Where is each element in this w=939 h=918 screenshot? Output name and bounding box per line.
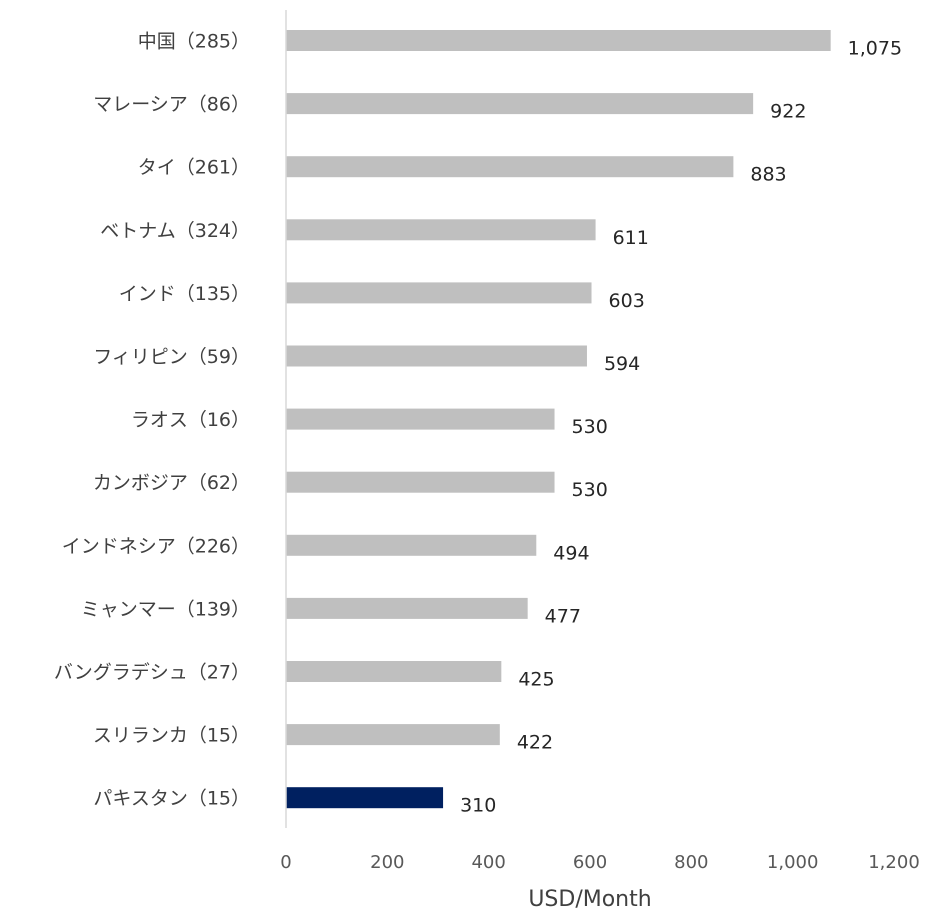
x-tick-labels-group: 0 200 400 600 800 1,000 1,200 — [280, 852, 919, 873]
value-label: 883 — [750, 164, 786, 186]
value-label: 422 — [517, 732, 553, 754]
x-tick-label: 0 — [280, 852, 291, 873]
category-label: ベトナム（324） — [100, 220, 250, 242]
x-tick-label: 1,200 — [868, 852, 920, 873]
value-labels-group: 1,075 922 883 611 603 594 530 530 494 477 425 422 31… — [460, 38, 902, 817]
category-label: スリランカ（15） — [93, 725, 250, 747]
value-label: 603 — [609, 290, 645, 312]
bar-11 — [286, 724, 500, 746]
bar-10 — [286, 661, 502, 682]
bar-5 — [286, 345, 587, 367]
value-label: 425 — [518, 669, 554, 691]
category-label: バングラデシュ（27） — [54, 662, 250, 684]
category-label: 中国（285） — [138, 31, 250, 53]
category-label: ラオス（16） — [131, 409, 250, 431]
category-label: カンボジア（62） — [93, 472, 250, 494]
category-label: パキスタン（15） — [93, 788, 250, 810]
x-axis-title: USD/Month — [528, 887, 651, 912]
value-label: 922 — [770, 101, 806, 123]
bar-3 — [286, 219, 596, 241]
bar-0 — [286, 30, 831, 51]
x-tick-label: 1,000 — [767, 852, 819, 873]
value-label: 477 — [545, 605, 581, 627]
x-tick-label: 600 — [573, 852, 607, 873]
bar-7 — [286, 471, 555, 493]
bar-2 — [286, 156, 734, 178]
bar-4 — [286, 282, 592, 304]
value-label: 530 — [572, 479, 608, 501]
bar-1 — [286, 93, 754, 115]
bar-12 — [286, 787, 444, 809]
bar-8 — [286, 534, 537, 556]
value-label: 594 — [604, 353, 640, 375]
category-labels-group: 中国（285） マレーシア（86） タイ（261） ベトナム（324） インド（135）… — [54, 31, 250, 810]
bars-group — [286, 30, 831, 809]
category-label: ミャンマー（139） — [81, 598, 250, 620]
bar-6 — [286, 408, 555, 430]
x-tick-label: 200 — [370, 852, 404, 873]
value-label: 611 — [613, 227, 649, 249]
category-label: タイ（261） — [138, 157, 250, 179]
value-label: 494 — [553, 542, 589, 564]
value-label: 1,075 — [848, 38, 902, 60]
category-label: フィリピン（59） — [93, 346, 250, 368]
value-label: 310 — [460, 795, 496, 817]
x-tick-label: 800 — [674, 852, 708, 873]
category-label: マレーシア（86） — [93, 94, 250, 116]
bar-9 — [286, 597, 528, 619]
category-label: インドネシア（226） — [62, 535, 250, 557]
category-label: インド（135） — [119, 283, 250, 305]
x-tick-label: 400 — [471, 852, 505, 873]
value-label: 530 — [572, 416, 608, 438]
